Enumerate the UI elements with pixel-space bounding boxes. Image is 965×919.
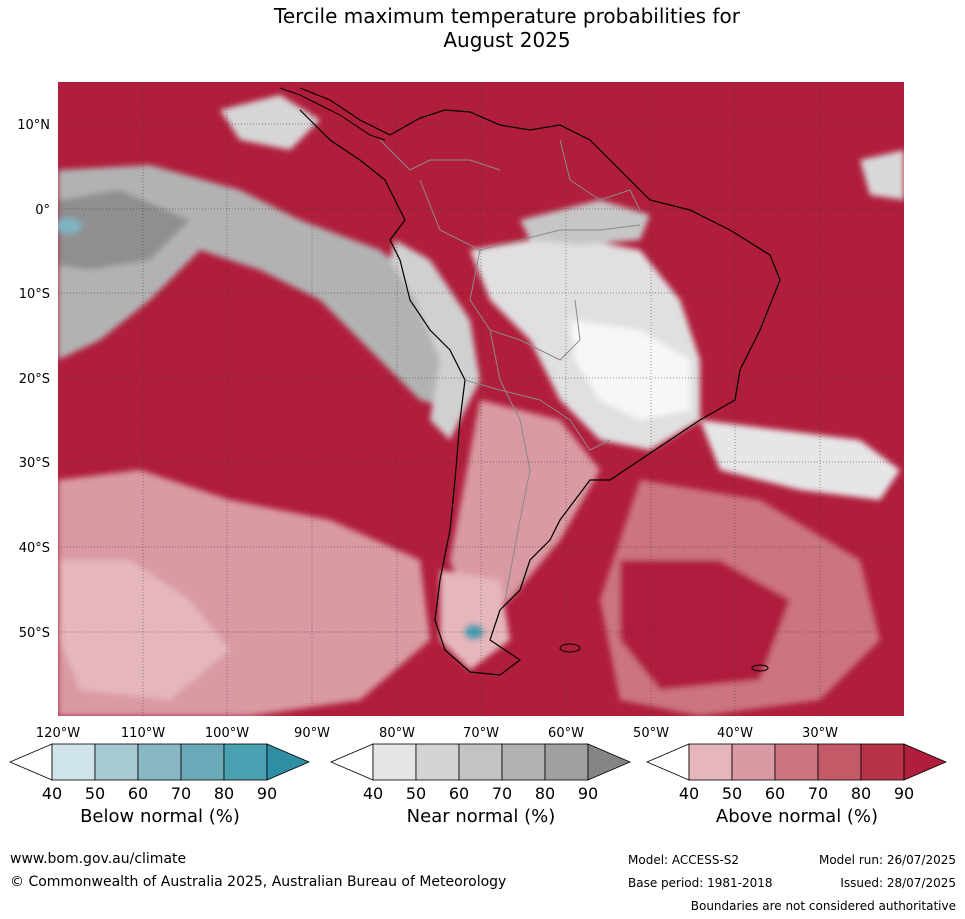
colorbar-tick-label: 50 <box>722 784 742 803</box>
map-plot-area <box>58 82 904 716</box>
colorbar-segment <box>415 743 460 781</box>
country-borders <box>379 139 641 601</box>
lat-label: 10°S <box>19 287 50 302</box>
map-title: Tercile maximum temperature probabilitie… <box>0 4 965 52</box>
colorbar-label-below-normal: Below normal (%) <box>80 806 240 827</box>
colorbar-tick-label: 80 <box>851 784 871 803</box>
colorbar-tick-label: 70 <box>492 784 512 803</box>
colorbar-min-extend <box>329 743 374 781</box>
latitude-labels: 10°N 0° 10°S 20°S 30°S 40°S 50°S <box>17 118 50 641</box>
central-america-coastline <box>279 87 386 141</box>
above-normal-lighter-pacific-south <box>60 560 230 700</box>
south-georgia <box>751 664 769 672</box>
lat-label: 50°S <box>19 626 50 641</box>
lon-label: 40°W <box>717 726 753 741</box>
colorbar-tick-label: 50 <box>85 784 105 803</box>
colorbar-segment <box>372 743 417 781</box>
title-line-2: August 2025 <box>443 28 571 52</box>
colorbar-max-extend <box>903 743 948 781</box>
lat-label: 20°S <box>19 372 50 387</box>
lon-label: 70°W <box>463 726 499 741</box>
lon-label: 100°W <box>205 726 249 741</box>
above-normal-light-argentina <box>450 400 600 620</box>
near-normal-region-andes <box>390 240 480 440</box>
title-line-1: Tercile maximum temperature probabilitie… <box>274 4 740 28</box>
lat-label: 40°S <box>19 541 50 556</box>
colorbars: 40 50 60 70 80 90 40 50 60 70 80 90 40 50 60 70 80 90 <box>8 743 948 803</box>
colorbar-min-extend <box>645 743 690 781</box>
colorbar-tick-label: 40 <box>42 784 62 803</box>
colorbar-segment <box>688 743 733 781</box>
colorbar-tick-label: 40 <box>363 784 383 803</box>
below-normal-spot-patagonia <box>464 624 484 640</box>
colorbar-segment <box>731 743 776 781</box>
near-normal-region-amazon <box>520 200 650 245</box>
lon-label: 120°W <box>36 726 80 741</box>
colorbar-tick-label: 80 <box>214 784 234 803</box>
colorbar-tick-label: 60 <box>449 784 469 803</box>
footer-base-period: Base period: 1981-2018 <box>628 876 773 890</box>
colorbar-tick-label: 60 <box>765 784 785 803</box>
falkland-islands <box>559 643 581 653</box>
colorbar-tick-label: 90 <box>578 784 598 803</box>
colorbar-label-near-normal: Near normal (%) <box>406 806 556 827</box>
colorbar-max-extend <box>266 743 311 781</box>
footer-issued: Issued: 28/07/2025 <box>840 876 956 890</box>
longitude-labels: 120°W 110°W 100°W 90°W 80°W 70°W 60°W 50°W 40°W 3… <box>36 726 838 741</box>
lat-label: 0° <box>35 203 50 218</box>
above-normal-dark-atlantic <box>620 560 790 690</box>
colorbar-segment <box>544 743 589 781</box>
near-normal-region-atlantic-north <box>860 150 904 200</box>
colorbar-segment <box>860 743 905 781</box>
near-normal-region-pacific-light <box>220 95 320 150</box>
lon-label: 30°W <box>802 726 838 741</box>
colorbar-max-extend <box>587 743 632 781</box>
colorbar: 40 50 60 70 80 90 <box>329 743 632 803</box>
colorbar-segment <box>458 743 503 781</box>
colorbar-tick-label: 40 <box>679 784 699 803</box>
lon-label: 80°W <box>379 726 415 741</box>
lon-label: 90°W <box>294 726 330 741</box>
below-normal-spot-pacific <box>58 218 82 234</box>
footer-model-run: Model run: 26/07/2025 <box>818 853 956 867</box>
footer-copyright: © Commonwealth of Australia 2025, Austra… <box>10 874 507 890</box>
footer-disclaimer: Boundaries are not considered authoritat… <box>690 899 956 913</box>
graticule <box>58 82 904 716</box>
colorbar-tick-label: 60 <box>128 784 148 803</box>
colorbar-segment <box>501 743 546 781</box>
colorbar-tick-label: 70 <box>171 784 191 803</box>
colorbar: 40 50 60 70 80 90 <box>645 743 948 803</box>
south-america-coastline <box>299 87 781 676</box>
footer-model: Model: ACCESS-S2 <box>628 853 740 867</box>
lat-label: 30°S <box>19 456 50 471</box>
above-normal-lighter-patagonia <box>440 570 510 670</box>
colorbar-tick-label: 50 <box>406 784 426 803</box>
colorbar-tick-label: 70 <box>808 784 828 803</box>
colorbar-tick-label: 80 <box>535 784 555 803</box>
colorbar-min-extend <box>8 743 53 781</box>
colorbar-label-above-normal: Above normal (%) <box>715 806 879 827</box>
colorbar-segment <box>774 743 819 781</box>
colorbar-tick-label: 90 <box>257 784 277 803</box>
colorbar-segment <box>137 743 182 781</box>
probability-patches <box>58 95 904 716</box>
colorbar: 40 50 60 70 80 90 <box>8 743 311 803</box>
colorbar-segment <box>51 743 96 781</box>
lon-label: 50°W <box>633 726 669 741</box>
lat-label: 10°N <box>17 118 50 133</box>
colorbar-segment <box>817 743 862 781</box>
lon-label: 60°W <box>548 726 584 741</box>
near-normal-region-atlantic <box>700 420 900 500</box>
colorbar-segment <box>223 743 268 781</box>
lon-label: 110°W <box>121 726 165 741</box>
colorbar-segment <box>180 743 225 781</box>
near-normal-region-pacific-dark <box>58 190 190 270</box>
footer-url: www.bom.gov.au/climate <box>10 851 187 867</box>
colorbar-segment <box>94 743 139 781</box>
no-dominant-region-brazil <box>570 320 690 420</box>
colorbar-tick-label: 90 <box>894 784 914 803</box>
